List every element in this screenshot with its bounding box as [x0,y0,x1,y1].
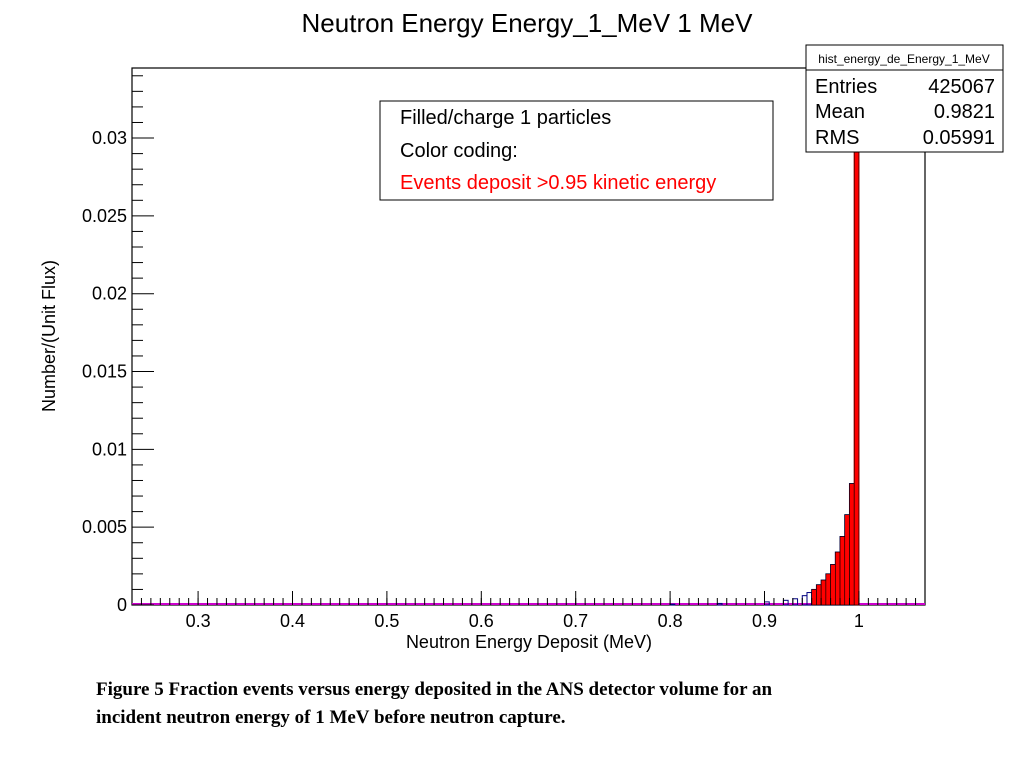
legend-frame [379,100,774,201]
histogram-bin-filled [825,573,831,606]
y-axis-label: Number/(Unit Flux) [39,260,59,412]
legend-line-3: Events deposit >0.95 kinetic energy [400,172,716,194]
histogram-bin-filled [820,579,827,606]
x-axis-label: Neutron Energy Deposit (MeV) [406,632,652,652]
legend-line-2: Color coding: [400,140,518,162]
x-tick-label: 0.9 [752,611,777,631]
stats-box: hist_energy_de_Energy_1_MeV Entries 4250… [805,44,1004,153]
x-tick-label: 0.4 [280,611,305,631]
caption-line-1: Figure 5 Fraction events versus energy d… [96,679,773,700]
stats-rms-label: RMS [815,127,859,149]
stats-frame [805,44,1004,153]
x-tick-label: 0.7 [563,611,588,631]
stats-entries-label: Entries [815,76,877,98]
stats-rms-value: 0.05991 [923,127,995,149]
stats-mean-label: Mean [815,101,865,123]
y-tick-label: 0 [117,595,127,615]
stats-title: hist_energy_de_Energy_1_MeV [818,52,989,66]
histogram-bin-filled [849,483,855,606]
x-tick-label: 0.6 [469,611,494,631]
histogram-bin-outline [669,603,676,606]
x-tick-label: 0.5 [374,611,399,631]
y-tick-label: 0.03 [92,128,127,148]
histogram-bin-filled [816,584,822,606]
caption-line-2: incident neutron energy of 1 MeV before … [96,707,566,728]
y-tick-label: 0.005 [82,517,127,537]
y-tick-label: 0.025 [82,206,127,226]
x-tick-label: 0.3 [186,611,211,631]
histogram-bin-filled [839,536,846,606]
histogram-bin-filled [844,514,850,606]
figure-caption: Figure 5 Fraction events versus energy d… [96,676,956,732]
axes: 0.3 0.4 0.5 0.6 0.7 0.8 0.9 1 0 0.005 0.01 0.015 0.0… [82,75,917,631]
x-tick-label: 1 [854,611,864,631]
legend-box: Filled/charge 1 particles Color coding: … [379,100,774,201]
y-tick-label: 0.02 [92,284,127,304]
histogram-bin-filled [853,126,860,606]
x-tick-label: 0.8 [658,611,683,631]
legend-line-1: Filled/charge 1 particles [400,107,611,129]
histogram-bin-filled [811,589,817,606]
chart-title: Neutron Energy Energy_1_MeV 1 MeV [302,8,754,38]
histogram-chart: Neutron Energy Energy_1_MeV 1 MeV 0.3 0.4… [39,8,1004,652]
histogram-bin-filled [835,551,841,606]
y-tick-label: 0.015 [82,362,127,382]
stats-entries-value: 425067 [928,76,995,98]
histogram-bin-filled [830,564,836,606]
y-tick-label: 0.01 [92,439,127,459]
stats-mean-value: 0.9821 [934,101,995,123]
